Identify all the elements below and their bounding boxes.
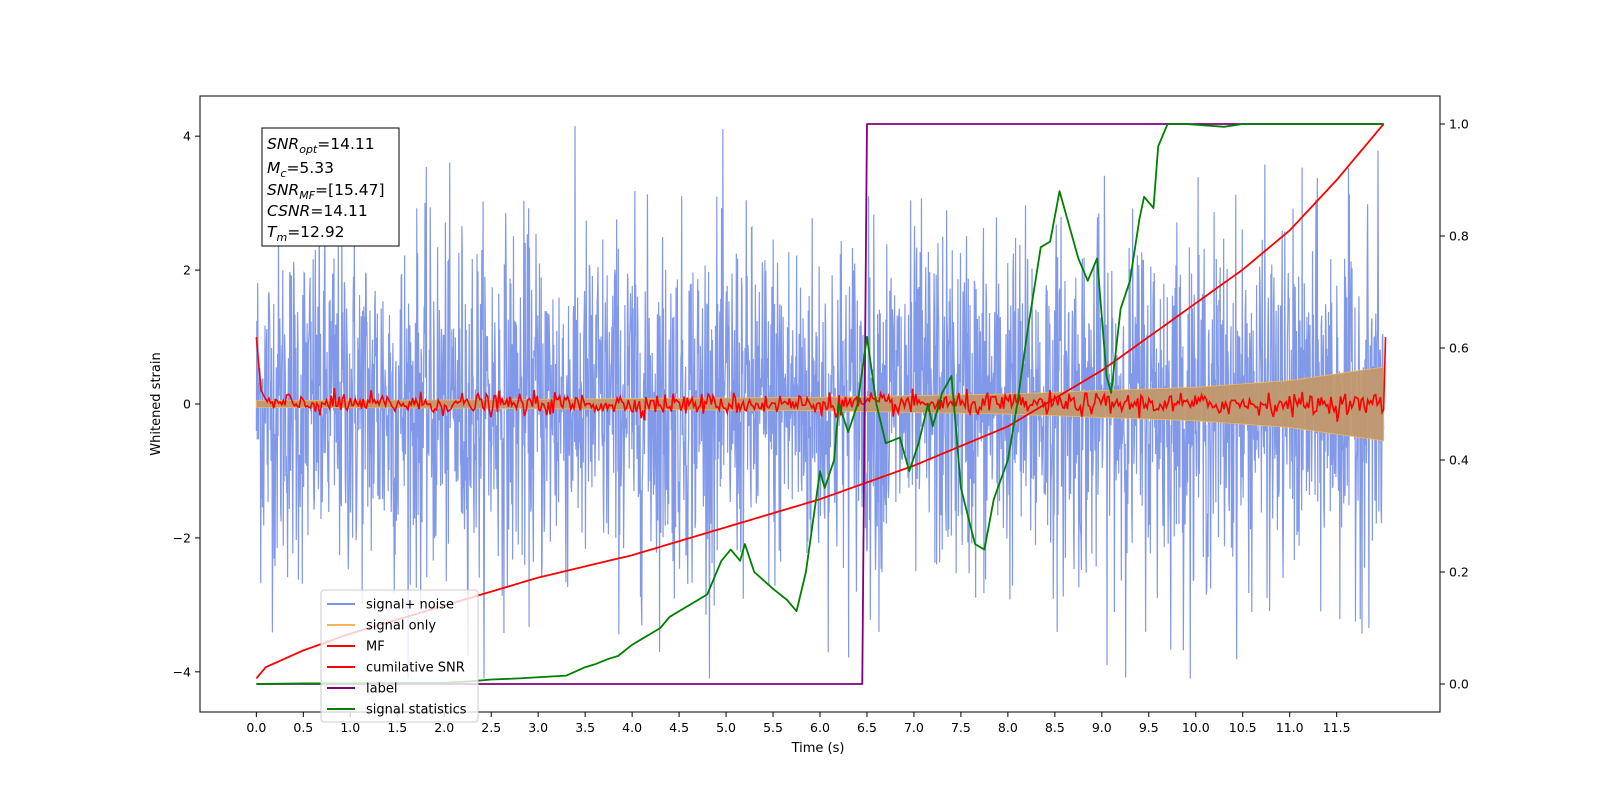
x-tick-label: 0.0 [246,720,266,735]
series-line-0 [255,126,1385,679]
x-tick-label: 3.5 [575,720,595,735]
x-tick-label: 4.0 [622,720,642,735]
y-tick-label: 4 [183,129,191,144]
legend-frame [320,589,479,723]
info-line: CSNR=14.11 [267,202,368,220]
x-tick-label: 1.5 [387,720,407,735]
y-tick-label: −4 [173,664,191,679]
y-tick-label: −2 [173,530,191,545]
y2-tick-label: 0.4 [1449,453,1469,468]
y2-tick-label: 1.0 [1449,117,1469,132]
x-tick-label: 7.0 [904,720,924,735]
series-line-2 [255,336,1387,422]
info-box: SNRopt=14.11 Mc=5.33SNRMF=[15.47]CSNR=14.… [261,127,400,247]
legend-entry: cumilative SNR [366,661,465,676]
y-axis-label: Whitened strain [149,352,164,455]
legend-entry: signal+ noise [366,598,454,613]
x-tick-label: 10.0 [1182,720,1210,735]
series-line-5 [256,123,1384,685]
y2-tick-label: 0.0 [1449,677,1469,692]
y2-tick-label: 0.8 [1449,229,1469,244]
x-tick-label: 6.5 [857,720,877,735]
x-tick-label: 6.0 [810,720,830,735]
y2-tick-label: 0.2 [1449,565,1469,580]
x-tick-label: 4.5 [669,720,689,735]
x-tick-label: 5.5 [763,720,783,735]
x-tick-label: 3.0 [528,720,548,735]
info-line: SNRMF=[15.47] [267,181,385,202]
info-line: Tm=12.92 [267,223,345,244]
x-tick-label: 11.5 [1323,720,1351,735]
info-line: Mc=5.33 [267,159,334,180]
info-line: SNRopt=14.11 [267,135,375,156]
y-tick-label: 0 [183,397,191,412]
y-tick-label: 2 [183,263,191,278]
x-tick-label: 1.0 [340,720,360,735]
series-line-4 [256,123,1384,685]
y2-tick-label: 0.6 [1449,341,1469,356]
x-tick-label: 11.0 [1276,720,1304,735]
x-tick-label: 7.5 [951,720,971,735]
x-tick-label: 2.0 [434,720,454,735]
x-tick-label: 10.5 [1229,720,1257,735]
axes-layer: 0.0 0.5 1.0 1.5 2.0 2.5 3.0 3.5 4.0 4.5 5.0 5.5 6.0 6… [173,117,1469,736]
info-box-frame [261,127,400,247]
x-tick-label: 0.5 [293,720,313,735]
x-axis-label: Time (s) [791,741,845,756]
legend-entry: MF [366,640,385,655]
x-tick-label: 9.0 [1092,720,1112,735]
x-tick-label: 8.5 [1045,720,1065,735]
legend-entry: signal only [366,619,436,634]
x-tick-label: 9.5 [1139,720,1159,735]
legend: signal+ noise signal only MF cumilative SNR… [320,589,479,723]
x-tick-label: 5.0 [716,720,736,735]
x-tick-label: 2.5 [481,720,501,735]
x-tick-label: 8.0 [998,720,1018,735]
legend-entry: signal statistics [366,703,467,718]
legend-entry: label [366,682,397,697]
